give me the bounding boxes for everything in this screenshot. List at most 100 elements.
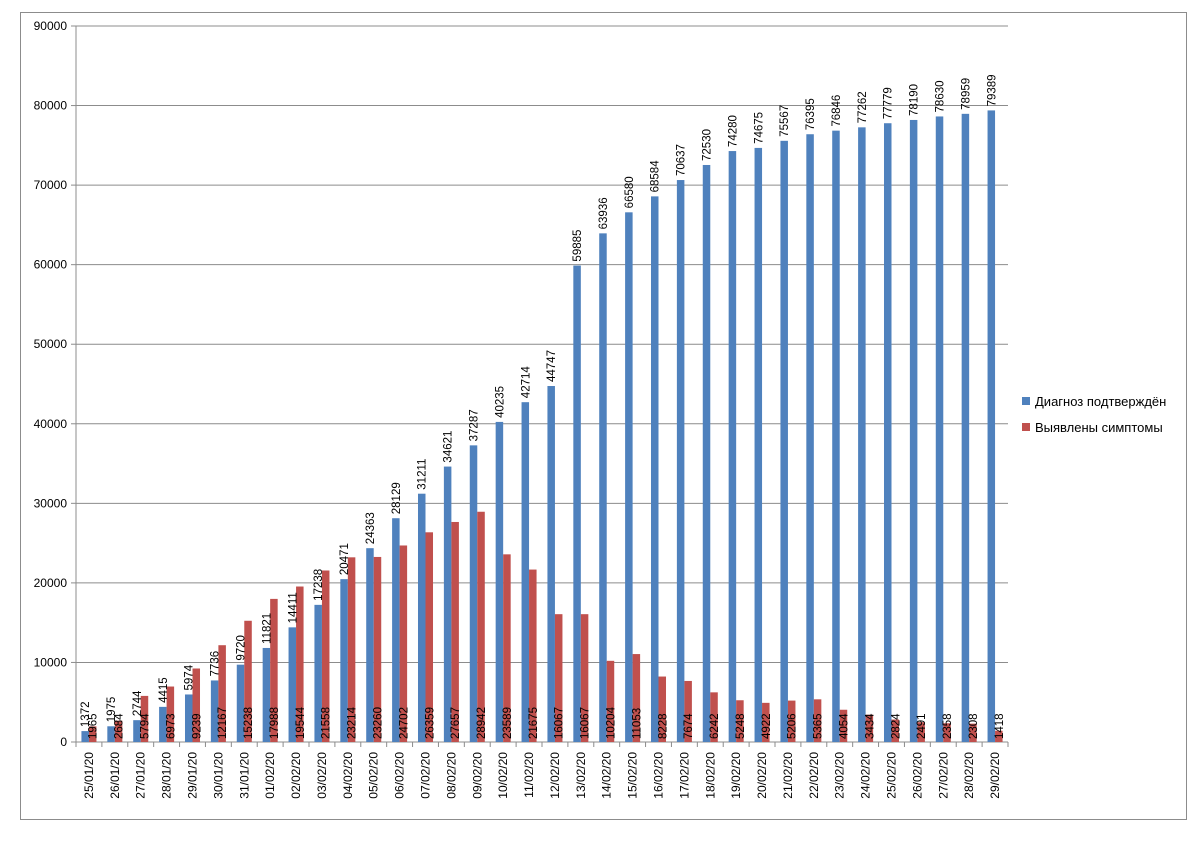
bar-symptoms [813, 699, 822, 742]
x-tick-label: 03/02/20 [315, 752, 329, 799]
data-label-symptoms: 17988 [269, 707, 281, 739]
y-tick-label: 0 [60, 735, 67, 749]
data-label-symptoms: 2358 [942, 713, 954, 739]
x-tick-label: 15/02/20 [626, 752, 640, 799]
data-label-symptoms: 16067 [554, 707, 566, 739]
x-tick-label: 02/02/20 [289, 752, 303, 799]
bar-symptoms [477, 511, 485, 742]
bar-confirmed [81, 731, 89, 742]
data-label-confirmed: 66580 [624, 176, 636, 208]
x-tick-label: 06/02/20 [393, 752, 407, 799]
data-label-confirmed: 7736 [210, 651, 222, 677]
data-label-confirmed: 24363 [365, 512, 377, 544]
x-tick-label: 25/01/20 [82, 752, 96, 799]
bar-symptoms [503, 554, 511, 742]
data-label-symptoms: 5365 [813, 713, 825, 739]
data-label-symptoms: 21675 [528, 707, 540, 739]
data-label-confirmed: 28129 [391, 482, 403, 514]
data-label-confirmed: 78630 [935, 80, 947, 112]
bar-confirmed [909, 119, 918, 743]
bar-confirmed [159, 706, 167, 742]
bar-symptoms [192, 668, 201, 742]
y-tick-label: 30000 [34, 496, 68, 510]
data-label-symptoms: 9239 [191, 713, 203, 739]
bar-symptoms [270, 598, 278, 742]
bar-symptoms [762, 702, 770, 742]
y-tick-label: 10000 [34, 655, 68, 669]
data-label-symptoms: 28942 [476, 707, 488, 739]
data-label-confirmed: 79389 [986, 74, 998, 106]
data-label-confirmed: 63936 [598, 197, 610, 229]
x-tick-label: 16/02/20 [652, 752, 666, 799]
data-label-symptoms: 23260 [372, 707, 384, 739]
y-tick-label: 70000 [34, 178, 68, 192]
bar-symptoms [425, 532, 434, 742]
data-label-confirmed: 40235 [494, 386, 506, 418]
bar-confirmed [961, 113, 970, 743]
x-tick-label: 18/02/20 [703, 752, 717, 799]
bar-symptoms [658, 676, 667, 742]
data-label-symptoms: 11053 [631, 708, 643, 739]
data-label-confirmed: 2744 [132, 690, 144, 716]
data-label-confirmed: 76395 [805, 98, 817, 130]
data-label-symptoms: 2491 [916, 713, 928, 739]
data-label-symptoms: 23589 [502, 707, 514, 739]
data-label-symptoms: 15238 [243, 707, 255, 739]
bar-confirmed [883, 123, 892, 742]
x-tick-label: 19/02/20 [729, 752, 743, 799]
x-tick-label: 31/01/20 [237, 752, 251, 799]
data-label-symptoms: 16067 [580, 707, 592, 739]
data-label-symptoms: 5794 [139, 713, 151, 739]
x-tick-label: 27/02/20 [936, 752, 950, 799]
bar-symptoms [684, 680, 692, 742]
bar-symptoms [114, 720, 123, 742]
y-tick-label: 80000 [34, 99, 68, 113]
data-label-symptoms: 4922 [761, 713, 773, 739]
data-label-symptoms: 6973 [165, 713, 177, 739]
x-tick-label: 24/02/20 [859, 752, 873, 799]
bar-confirmed [469, 445, 478, 742]
bar-confirmed [392, 518, 400, 742]
bar-symptoms [218, 645, 226, 742]
x-tick-label: 12/02/20 [548, 752, 562, 799]
bar-confirmed [288, 627, 297, 742]
x-tick-label: 26/02/20 [910, 752, 924, 799]
x-tick-label: 23/02/20 [833, 752, 847, 799]
data-label-confirmed: 14411 [287, 592, 299, 623]
x-tick-label: 13/02/20 [574, 752, 588, 799]
bar-symptoms [244, 620, 252, 742]
data-label-symptoms: 24702 [398, 707, 410, 739]
y-tick-label: 40000 [34, 417, 68, 431]
data-label-symptoms: 8228 [657, 713, 669, 739]
data-label-symptoms: 27657 [450, 707, 462, 739]
y-tick-label: 20000 [34, 576, 68, 590]
x-tick-label: 27/01/20 [134, 752, 148, 799]
data-label-confirmed: 77779 [883, 87, 895, 119]
x-tick-label: 29/02/20 [988, 752, 1002, 799]
bar-confirmed [987, 110, 996, 743]
data-label-confirmed: 77262 [857, 91, 869, 123]
data-label-confirmed: 1975 [106, 697, 118, 723]
data-label-symptoms: 23214 [347, 706, 359, 739]
bar-confirmed [262, 647, 271, 742]
bar-symptoms [554, 614, 563, 742]
data-label-confirmed: 1372 [80, 701, 92, 727]
x-tick-label: 22/02/20 [807, 752, 821, 799]
data-label-symptoms: 4054 [838, 713, 850, 739]
bar-confirmed [443, 466, 452, 742]
bar-symptoms [995, 730, 1003, 742]
bar-symptoms [969, 723, 977, 742]
bar-symptoms [347, 557, 356, 742]
bar-confirmed [676, 180, 685, 742]
bar-symptoms [606, 660, 615, 742]
x-tick-label: 28/02/20 [962, 752, 976, 799]
legend-swatch [1022, 397, 1030, 405]
bar-symptoms [632, 654, 641, 742]
bar-confirmed [314, 604, 322, 742]
data-label-symptoms: 21558 [321, 707, 333, 739]
bar-symptoms [529, 569, 537, 742]
bar-confirmed [495, 421, 504, 742]
bar-symptoms [917, 722, 925, 742]
data-label-symptoms: 5248 [735, 713, 747, 739]
x-tick-label: 17/02/20 [677, 752, 691, 799]
